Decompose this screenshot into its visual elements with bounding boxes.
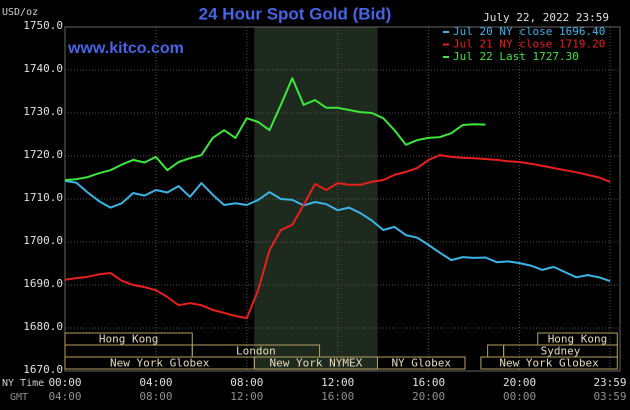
series-line — [64, 154, 611, 320]
gmt-tick-label: 08:00 — [139, 390, 172, 403]
session-label: NY Globex — [391, 357, 451, 370]
gmt-tick-label: 20:00 — [412, 390, 445, 403]
x-tick-label: 23:59 — [593, 376, 626, 389]
chart-title: 24 Hour Spot Gold (Bid) — [199, 4, 392, 23]
site-name: www.kitco.com — [67, 40, 184, 57]
chart-date: July 22, 2022 23:59 — [483, 11, 609, 24]
gmt-tick-label: 00:00 — [503, 390, 536, 403]
session-label: Hong Kong — [548, 333, 608, 346]
y-tick-label: 1740.0 — [23, 62, 63, 75]
session-label: Hong Kong — [99, 333, 159, 346]
y-tick-label: 1750.0 — [23, 19, 63, 32]
series-line — [64, 77, 486, 182]
legend-label: Jul 22 Last 1727.30 — [453, 50, 579, 63]
x-axis-label: NY Time — [2, 378, 44, 389]
gmt-tick-label: 12:00 — [230, 390, 263, 403]
y-tick-label: 1710.0 — [23, 191, 63, 204]
x-tick-label: 16:00 — [412, 376, 445, 389]
session-label: New York Globex — [499, 357, 599, 370]
gmt-tick-label: 16:00 — [321, 390, 354, 403]
x-tick-label: 20:00 — [503, 376, 536, 389]
x-tick-label: 04:00 — [139, 376, 172, 389]
session-label: Sydney — [541, 345, 581, 358]
session-box — [377, 356, 466, 370]
series-line — [64, 179, 611, 283]
session-box — [480, 356, 618, 370]
y-axis-label: USD/oz — [2, 7, 38, 18]
x2-axis-label: GMT — [10, 392, 28, 403]
legend-label: Jul 21 NY close 1719.20 — [453, 38, 605, 51]
y-tick-label: 1730.0 — [23, 105, 63, 118]
legend-label: Jul 20 NY close 1696.40 — [453, 25, 605, 38]
gmt-tick-label: 04:00 — [48, 390, 81, 403]
x-tick-label: 00:00 — [48, 376, 81, 389]
session-label: New York Globex — [110, 357, 210, 370]
y-tick-label: 1680.0 — [23, 320, 63, 333]
x-tick-label: 08:00 — [230, 376, 263, 389]
session-box — [64, 332, 193, 346]
plot-frame — [64, 26, 621, 372]
gmt-tick-label: 03:59 — [593, 390, 626, 403]
y-tick-label: 1690.0 — [23, 277, 63, 290]
x-tick-label: 12:00 — [321, 376, 354, 389]
session-label: London — [236, 345, 276, 358]
y-tick-label: 1720.0 — [23, 148, 63, 161]
y-tick-label: 1670.0 — [23, 363, 63, 376]
session-label: New York NYMEX — [270, 357, 363, 370]
y-tick-label: 1700.0 — [23, 234, 63, 247]
